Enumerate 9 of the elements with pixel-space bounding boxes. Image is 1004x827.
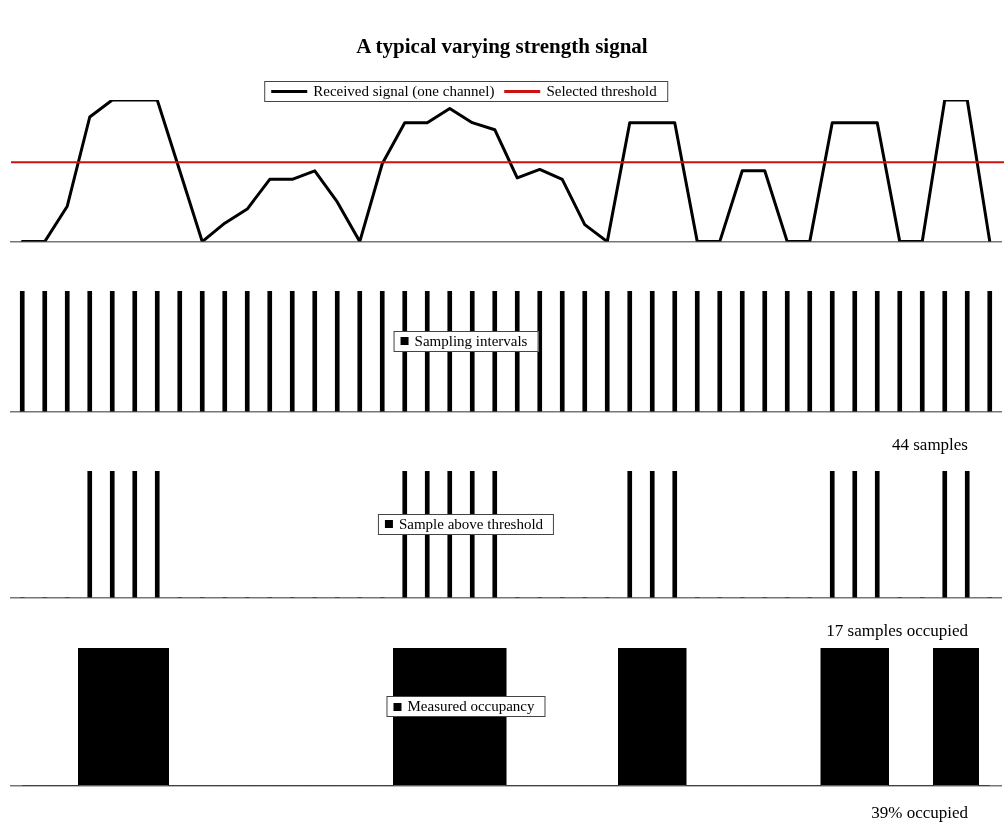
legend-label: Sampling intervals xyxy=(414,332,528,350)
legend-label: Sample above threshold xyxy=(398,515,544,533)
legend-label: Received signal (one channel) xyxy=(313,83,495,100)
text: 39% occupied xyxy=(871,803,968,823)
legend-label: Selected threshold xyxy=(546,83,657,100)
legend-label: Measured occupancy xyxy=(407,698,535,716)
text: 17 samples occupied xyxy=(826,621,968,641)
text: 44 samples xyxy=(891,435,968,455)
chart-title: A typical varying strength signal xyxy=(355,34,649,59)
